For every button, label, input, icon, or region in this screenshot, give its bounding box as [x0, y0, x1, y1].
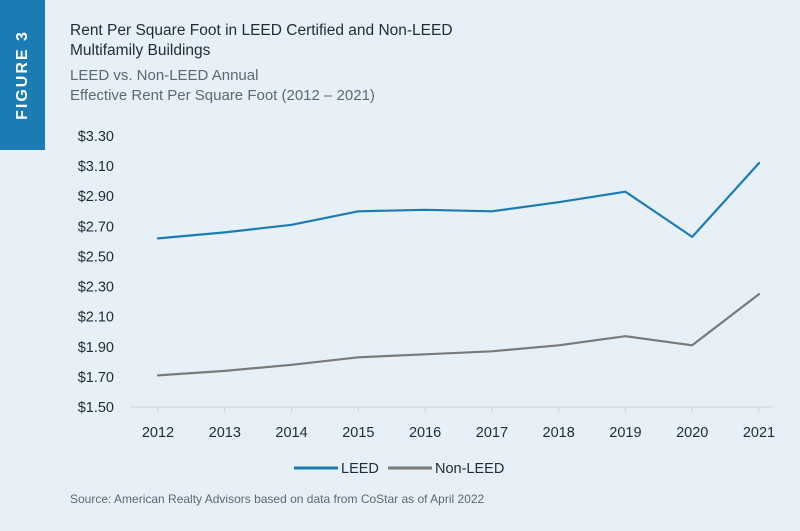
y-tick-label: $2.50 — [78, 249, 114, 265]
x-tick-label: 2012 — [142, 425, 174, 441]
y-tick-label: $1.50 — [78, 400, 114, 416]
x-tick-label: 2018 — [543, 425, 575, 441]
series-line-non-leed — [156, 293, 761, 377]
series-line-leed — [156, 162, 761, 240]
y-tick-label: $3.10 — [78, 159, 114, 175]
legend-label-non-leed: Non-LEED — [435, 461, 504, 477]
x-tick-label: 2013 — [209, 425, 241, 441]
chart-subtitle: LEED vs. Non-LEED Annual Effective Rent … — [70, 66, 490, 106]
source-note: Source: American Realty Advisors based o… — [70, 492, 485, 506]
x-tick-label: 2021 — [743, 425, 775, 441]
legend-label-leed: LEED — [341, 461, 379, 477]
subtitle-line-1: LEED vs. Non-LEED Annual — [70, 67, 259, 84]
y-tick-label: $1.90 — [78, 340, 114, 356]
x-tick-label: 2019 — [609, 425, 641, 441]
x-tick-label: 2016 — [409, 425, 441, 441]
x-tick-label: 2015 — [342, 425, 374, 441]
y-tick-label: $2.10 — [78, 310, 114, 326]
y-tick-label: $1.70 — [78, 370, 114, 386]
x-tick-label: 2020 — [676, 425, 708, 441]
figure-tab: FIGURE 3 — [0, 0, 45, 150]
y-tick-label: $2.90 — [78, 189, 114, 205]
subtitle-line-2: Effective Rent Per Square Foot (2012 – 2… — [70, 87, 375, 104]
chart-title: Rent Per Square Foot in LEED Certified a… — [70, 22, 453, 59]
y-tick-label: $2.70 — [78, 219, 114, 235]
y-tick-label: $3.30 — [78, 129, 114, 145]
x-tick-label: 2014 — [275, 425, 307, 441]
y-tick-label: $2.30 — [78, 280, 114, 296]
x-tick-label: 2017 — [476, 425, 508, 441]
